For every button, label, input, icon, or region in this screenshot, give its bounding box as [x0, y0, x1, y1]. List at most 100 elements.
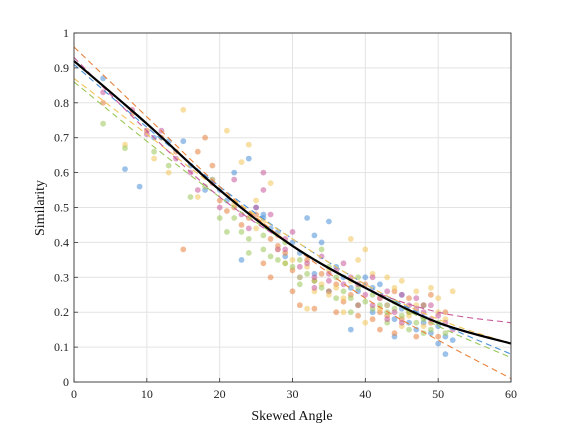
scatter-point-series-4 [296, 281, 303, 288]
scatter-point-series-5 [282, 246, 289, 253]
scatter-point-series-5 [260, 187, 267, 193]
axis-ticks [73, 32, 512, 383]
scatter-point-series-5 [326, 270, 332, 277]
scatter-point-series-4 [398, 312, 405, 319]
scatter-point-series-2 [216, 197, 223, 204]
scatter-point-series-5 [369, 274, 376, 281]
scatter-point-series-2 [311, 305, 318, 312]
scatter-point-series-3 [355, 257, 361, 263]
scatter-point-series-4 [260, 232, 267, 239]
scatter-point-series-5 [216, 204, 223, 211]
scatter-point-series-4 [245, 236, 252, 242]
x-tick-label: 60 [505, 387, 517, 401]
y-tick-label: 0.8 [54, 96, 69, 110]
scatter-point-series-2 [355, 312, 361, 319]
scatter-point-series-3 [180, 106, 187, 113]
scatter-point-series-1 [413, 326, 420, 333]
scatter-point-series-3 [245, 141, 252, 148]
scatter-point-series-5 [318, 253, 325, 260]
scatter-point-series-3 [391, 284, 398, 291]
scatter-point-series-3 [304, 305, 310, 312]
scatter-point-series-3 [151, 155, 158, 162]
scatter-point-series-2 [318, 270, 325, 277]
scatter-point-series-2 [296, 302, 303, 309]
scatter-point-series-1 [180, 138, 187, 145]
scatter-point-series-1 [136, 183, 143, 190]
scatter-point-series-4 [318, 246, 325, 253]
y-tick-label: 0.5 [54, 201, 69, 215]
scatter-point-series-3 [165, 169, 172, 176]
scatter-point-series-1 [391, 316, 398, 323]
scatter-point-series-4 [245, 250, 252, 256]
scatter-point-series-1 [347, 326, 354, 333]
x-tick-label: 0 [71, 387, 77, 401]
scatter-point-series-4 [224, 229, 230, 235]
scatter-point-series-3 [413, 288, 420, 295]
y-tick-label: 0.6 [54, 166, 69, 180]
scatter-point-series-3 [289, 257, 296, 263]
scatter-point-series-5 [384, 316, 391, 323]
scatter-point-series-5 [231, 176, 238, 183]
scatter-point-series-4 [428, 326, 434, 333]
scatter-point-series-2 [202, 134, 209, 141]
scatter-point-series-3 [224, 127, 230, 134]
x-tick-label: 40 [359, 387, 371, 401]
scatter-point-series-3 [194, 194, 201, 200]
scatter-point-series-3 [449, 288, 456, 295]
scatter-point-series-5 [362, 291, 369, 298]
scatter-point-series-3 [428, 284, 434, 291]
scatter-point-series-3 [347, 236, 354, 242]
scatter-point-series-5 [340, 260, 347, 267]
scatter-point-series-1 [377, 281, 383, 288]
scatter-point-series-5 [296, 263, 303, 270]
scatter-point-series-5 [311, 284, 318, 291]
scatter-point-series-2 [180, 246, 187, 253]
scatter-point-series-5 [275, 246, 281, 253]
scatter-point-series-4 [187, 194, 194, 200]
fit-lines [73, 46, 512, 379]
scatter-point-series-2 [209, 162, 216, 169]
y-tick-label: 0.4 [54, 235, 69, 249]
scatter-point-series-4 [282, 260, 289, 267]
scatter-point-series-3 [384, 302, 391, 309]
scatter-point-series-5 [304, 260, 310, 267]
scatter-point-series-5 [384, 288, 391, 295]
scatter-point-series-2 [428, 291, 434, 298]
y-tick-label: 0.2 [54, 305, 69, 319]
scatter-point-series-1 [260, 211, 267, 218]
scatter-point-series-2 [377, 326, 383, 333]
scatter-point-series-1 [238, 257, 245, 263]
scatter-point-series-4 [442, 330, 449, 336]
scatter-point-series-4 [296, 257, 303, 263]
scatter-point-series-3 [362, 319, 369, 326]
scatter-point-series-5 [391, 309, 398, 316]
x-tick-label: 20 [214, 387, 226, 401]
scatter-point-series-2 [333, 309, 340, 316]
y-tick-label: 0.7 [54, 131, 69, 145]
scatter-point-series-1 [442, 351, 449, 357]
scatter-point-series-5 [326, 277, 332, 284]
y-tick-label: 0.9 [54, 61, 69, 75]
scatter-point-series-5 [311, 274, 318, 281]
scatter-point-series-5 [260, 169, 267, 176]
scatter-point-series-1 [224, 197, 230, 204]
scatter-point-series-3 [340, 295, 347, 302]
scatter-point-series-3 [253, 225, 259, 232]
scatter-point-series-1 [304, 215, 310, 221]
scatter-point-series-2 [442, 309, 449, 316]
fit-line-overall [73, 60, 512, 345]
scatter-point-series-3 [340, 309, 347, 316]
scatter-point-series-2 [369, 316, 376, 323]
x-tick-label: 50 [432, 387, 444, 401]
x-tick-label: 30 [287, 387, 299, 401]
scatter-point-series-1 [406, 319, 412, 326]
scatter-point-series-3 [435, 295, 442, 302]
scatter-point-series-1 [449, 337, 456, 343]
scatter-point-series-2 [267, 274, 274, 281]
scatter-point-series-5 [340, 281, 347, 288]
scatter-point-series-4 [165, 162, 172, 169]
scatter-point-series-3 [296, 274, 303, 281]
scatter-point-series-1 [122, 166, 128, 173]
scatter-point-series-5 [428, 302, 434, 309]
scatter-point-series-4 [304, 270, 310, 277]
